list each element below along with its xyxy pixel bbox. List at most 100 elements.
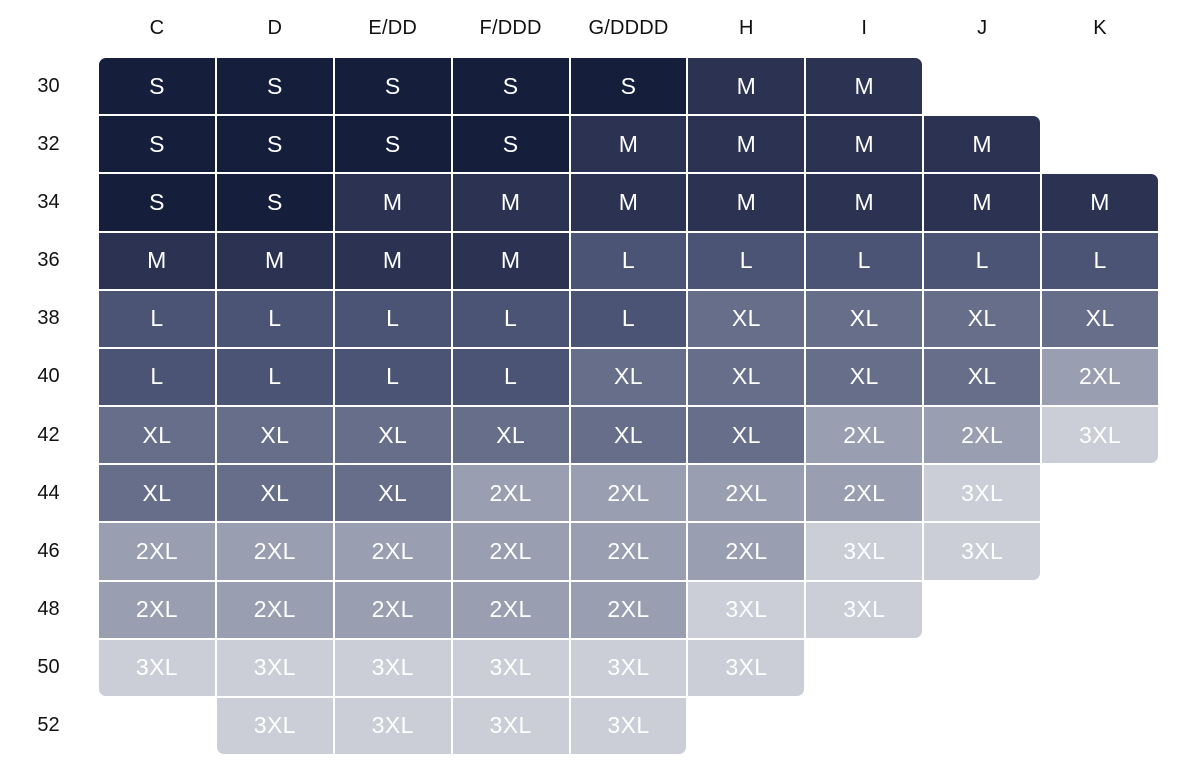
empty-cell-32-K	[1042, 116, 1158, 172]
empty-cell-52-K	[1042, 698, 1158, 754]
size-cell-30-I: M	[806, 58, 923, 115]
size-cell-40-F/DDD: L	[452, 348, 569, 405]
size-cell-52-G/DDDD: 3XL	[570, 697, 687, 754]
row-label-42: 42	[37, 423, 60, 446]
size-cell-50-C: 3XL	[99, 639, 215, 696]
size-cell-40-G/DDDD: XL	[570, 348, 687, 405]
size-cell-30-G/DDDD: S	[570, 58, 687, 115]
size-cell-36-H: L	[688, 232, 805, 289]
size-cell-40-E/DD: L	[334, 348, 451, 405]
size-cell-44-I: 2XL	[806, 465, 923, 522]
size-cell-42-G/DDDD: XL	[570, 407, 687, 464]
row-label-50: 50	[37, 656, 60, 679]
size-cell-40-H: XL	[688, 348, 805, 405]
size-cell-46-D: 2XL	[216, 523, 333, 580]
row-label-44: 44	[37, 481, 60, 504]
empty-cell-52-H	[688, 698, 804, 754]
empty-cell-50-J	[924, 640, 1040, 696]
size-cell-48-D: 2XL	[216, 581, 333, 638]
size-cell-32-G/DDDD: M	[570, 116, 687, 173]
size-cell-44-J: 3XL	[924, 465, 1041, 522]
size-cell-36-K: L	[1042, 232, 1158, 289]
size-cell-50-E/DD: 3XL	[334, 639, 451, 696]
size-cell-38-F/DDD: L	[452, 290, 569, 347]
size-cell-52-F/DDD: 3XL	[452, 697, 569, 754]
size-cell-36-I: L	[806, 232, 923, 289]
size-cell-40-I: XL	[806, 348, 923, 405]
size-cell-46-E/DD: 2XL	[334, 523, 451, 580]
size-cell-30-H: M	[688, 58, 805, 115]
size-cell-34-D: S	[216, 174, 333, 231]
size-cell-48-C: 2XL	[99, 581, 215, 638]
size-cell-38-G/DDDD: L	[570, 290, 687, 347]
size-cell-44-E/DD: XL	[334, 465, 451, 522]
size-cell-48-G/DDDD: 2XL	[570, 581, 687, 638]
size-cell-48-F/DDD: 2XL	[452, 581, 569, 638]
empty-cell-30-J	[924, 58, 1040, 114]
column-header-G/DDDD: G/DDDD	[588, 16, 669, 39]
size-cell-42-F/DDD: XL	[452, 407, 569, 464]
size-cell-38-J: XL	[924, 290, 1041, 347]
column-header-F/DDD: F/DDD	[479, 16, 542, 39]
size-cell-32-J: M	[924, 116, 1041, 173]
size-cell-30-F/DDD: S	[452, 58, 569, 115]
size-cell-42-J: 2XL	[924, 407, 1041, 464]
row-label-52: 52	[37, 714, 60, 737]
size-cell-46-F/DDD: 2XL	[452, 523, 569, 580]
empty-cell-46-K	[1042, 523, 1158, 579]
size-cell-32-D: S	[216, 116, 333, 173]
size-cell-52-D: 3XL	[216, 697, 333, 754]
size-cell-46-I: 3XL	[806, 523, 923, 580]
size-cell-42-C: XL	[99, 407, 215, 464]
empty-cell-52-J	[924, 698, 1040, 754]
column-header-D: D	[267, 16, 283, 39]
size-cell-32-C: S	[99, 116, 215, 173]
size-grid: C D E/DD F/DDD G/DDDD H I J K 30 S S S S S M M 32 S S S S M M M M…	[37, 16, 1158, 754]
empty-cell-52-I	[806, 698, 922, 754]
size-cell-34-F/DDD: M	[452, 174, 569, 231]
size-cell-36-F/DDD: M	[452, 232, 569, 289]
row-label-34: 34	[37, 190, 60, 213]
column-header-C: C	[149, 16, 165, 39]
size-cell-38-E/DD: L	[334, 290, 451, 347]
size-cell-40-J: XL	[924, 348, 1041, 405]
size-cell-50-F/DDD: 3XL	[452, 639, 569, 696]
size-cell-42-D: XL	[216, 407, 333, 464]
size-cell-38-D: L	[216, 290, 333, 347]
size-cell-42-I: 2XL	[806, 407, 923, 464]
size-cell-30-C: S	[99, 58, 215, 115]
size-cell-34-C: S	[99, 174, 215, 231]
size-cell-34-K: M	[1042, 174, 1158, 231]
row-label-38: 38	[37, 307, 60, 330]
size-cell-30-D: S	[216, 58, 333, 115]
size-cell-36-G/DDDD: L	[570, 232, 687, 289]
empty-cell-44-K	[1042, 465, 1158, 521]
size-cell-48-I: 3XL	[806, 581, 923, 638]
size-cell-48-E/DD: 2XL	[334, 581, 451, 638]
size-cell-50-H: 3XL	[688, 639, 805, 696]
row-label-36: 36	[37, 249, 60, 272]
size-cell-40-D: L	[216, 348, 333, 405]
size-cell-48-H: 3XL	[688, 581, 805, 638]
column-header-H: H	[739, 16, 754, 39]
size-cell-44-D: XL	[216, 465, 333, 522]
column-header-K: K	[1093, 16, 1107, 39]
column-header-E/DD: E/DD	[368, 16, 417, 39]
size-cell-42-K: 3XL	[1042, 407, 1158, 464]
row-label-30: 30	[37, 74, 60, 97]
size-cell-38-H: XL	[688, 290, 805, 347]
empty-cell-50-K	[1042, 640, 1158, 696]
size-cell-34-I: M	[806, 174, 923, 231]
size-cell-30-E/DD: S	[334, 58, 451, 115]
size-cell-50-G/DDDD: 3XL	[570, 639, 687, 696]
size-cell-46-J: 3XL	[924, 523, 1041, 580]
size-cell-42-E/DD: XL	[334, 407, 451, 464]
size-cell-44-F/DDD: 2XL	[452, 465, 569, 522]
size-cell-32-I: M	[806, 116, 923, 173]
row-label-40: 40	[37, 365, 60, 388]
size-cell-36-J: L	[924, 232, 1041, 289]
size-cell-38-C: L	[99, 290, 215, 347]
size-cell-34-J: M	[924, 174, 1041, 231]
size-cell-50-D: 3XL	[216, 639, 333, 696]
